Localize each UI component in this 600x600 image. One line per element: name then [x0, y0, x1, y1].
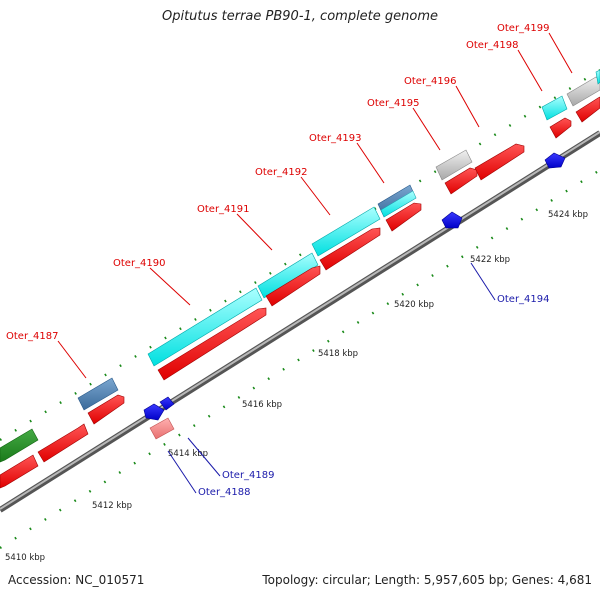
- gene-label-leader-line: [187, 437, 221, 477]
- tick-label: 5418 kbp: [318, 349, 358, 359]
- gene-label[interactable]: Oter_4194: [497, 294, 550, 305]
- feature-green-bar[interactable]: [0, 428, 39, 463]
- cds-arrow[interactable]: [157, 307, 267, 381]
- feature-cyan-bar-4191[interactable]: [257, 252, 319, 299]
- accession-text: Accession: NC_010571: [8, 573, 145, 587]
- scale-tick-labels: 5410 kbp 5412 kbp 5414 kbp 5416 kbp 5418 kbp…: [5, 210, 588, 563]
- tick-label: 5410 kbp: [5, 553, 45, 563]
- cds-reverse-arrow[interactable]: [544, 152, 566, 169]
- gene-label-leader-line: [167, 450, 197, 494]
- gene-label[interactable]: Oter_4187: [6, 331, 59, 342]
- genome-summary-text: Topology: circular; Length: 5,957,605 bp…: [262, 573, 592, 587]
- cds-reverse-arrow[interactable]: [143, 403, 165, 421]
- tick-label: 5416 kbp: [242, 400, 282, 410]
- gene-label-leader-line: [57, 340, 87, 379]
- cds-arrow[interactable]: [444, 167, 478, 195]
- cds-arrow[interactable]: [474, 143, 525, 181]
- gene-label-leader-line: [356, 142, 385, 184]
- gene-label[interactable]: Oter_4192: [255, 167, 308, 178]
- tick-label: 5424 kbp: [548, 210, 588, 220]
- gene-label[interactable]: Oter_4196: [404, 76, 457, 87]
- map-title: Opitutus terrae PB90-1, complete genome: [161, 9, 439, 24]
- tick-label: 5412 kbp: [92, 501, 132, 511]
- feature-track-reverse: [143, 152, 566, 440]
- cds-arrow[interactable]: [37, 423, 89, 463]
- gene-label[interactable]: Oter_4195: [367, 98, 420, 109]
- gene-labels: Oter_4187 Oter_4190 Oter_4191 Oter_4192 Oter…: [6, 23, 573, 498]
- cds-reverse-arrow[interactable]: [441, 211, 463, 229]
- cds-arrow[interactable]: [0, 454, 39, 489]
- cds-arrow[interactable]: [265, 265, 321, 307]
- tick-label: 5414 kbp: [168, 449, 208, 459]
- cds-arrow[interactable]: [87, 394, 125, 425]
- gene-label-leader-line: [455, 85, 480, 128]
- feature-pink-bar[interactable]: [149, 417, 175, 440]
- cds-arrow[interactable]: [319, 227, 381, 271]
- inner-tick-ring: [0, 168, 600, 550]
- feature-cyan-bar-4192[interactable]: [311, 206, 381, 257]
- cds-reverse-arrow[interactable]: [159, 396, 175, 411]
- gene-label-leader-line: [236, 213, 273, 251]
- feature-cyan-bar-4190[interactable]: [147, 287, 263, 367]
- tick-label: 5420 kbp: [394, 300, 434, 310]
- gene-label[interactable]: Oter_4188: [198, 487, 251, 498]
- gene-label-leader-line: [412, 107, 441, 151]
- gene-label-leader-line: [548, 32, 573, 74]
- feature-gray-bar-4195[interactable]: [435, 149, 473, 181]
- gene-label[interactable]: Oter_4189: [222, 470, 275, 481]
- feature-steel-bar[interactable]: [77, 377, 119, 411]
- feature-cyan-bar-4198[interactable]: [541, 95, 568, 121]
- gene-label-leader-line: [300, 176, 331, 216]
- feature-cyan-bar-edge[interactable]: [595, 69, 600, 85]
- gene-label-leader-line: [470, 262, 496, 301]
- feature-cyan-bar-4193[interactable]: [380, 190, 417, 218]
- feature-gray-bar-4199[interactable]: [566, 76, 600, 107]
- gene-label[interactable]: Oter_4191: [197, 204, 250, 215]
- gene-label-leader-line: [517, 49, 543, 92]
- feature-track-forward: [0, 96, 600, 489]
- gene-label[interactable]: Oter_4190: [113, 258, 166, 269]
- gene-label[interactable]: Oter_4198: [466, 40, 519, 51]
- outer-tick-ring: [0, 68, 600, 442]
- gene-label-leader-line: [149, 267, 191, 306]
- cds-arrow[interactable]: [549, 117, 572, 139]
- gene-label[interactable]: Oter_4199: [497, 23, 550, 34]
- tick-label: 5422 kbp: [470, 255, 510, 265]
- cds-arrow[interactable]: [385, 202, 422, 232]
- gene-label[interactable]: Oter_4193: [309, 133, 362, 144]
- cds-arrow[interactable]: [575, 96, 600, 123]
- genome-backbone: [0, 130, 600, 513]
- feature-track-outer: [0, 69, 600, 463]
